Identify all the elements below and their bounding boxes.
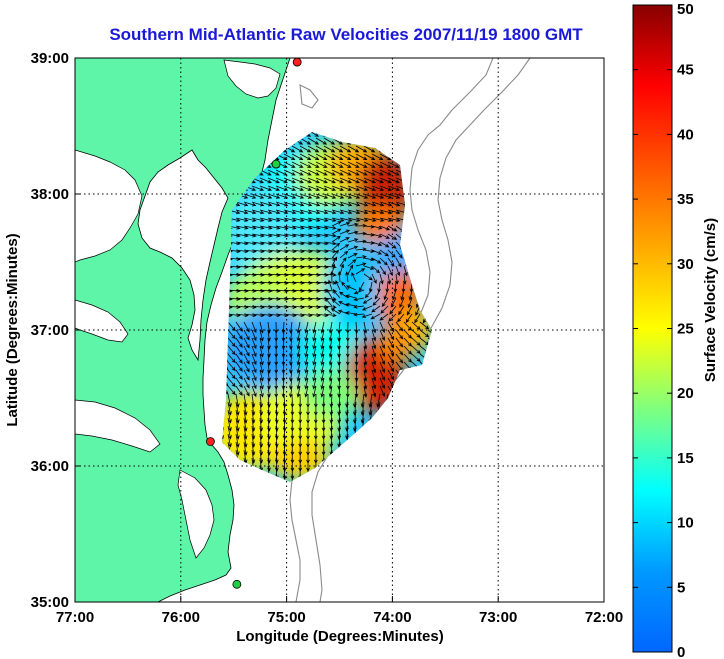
radar-stations: [206, 58, 302, 589]
colorbar-tick-label: 30: [677, 256, 694, 273]
lon-tick-label: 76:00: [162, 609, 200, 626]
colorbar-tick-label: 50: [677, 1, 694, 18]
colorbar-tick-label: 0: [677, 644, 685, 659]
station-marker: [206, 437, 215, 446]
colorbar-tick-label: 40: [677, 126, 694, 143]
longitude-tick-labels: 77:00 76:00 75:00 74:00 73:00 72:00: [56, 596, 623, 626]
lon-tick-label: 74:00: [373, 609, 411, 626]
lat-tick-label: 39:00: [31, 50, 69, 67]
colorbar-tick-label: 10: [677, 515, 694, 532]
colorbar-tick-labels: 0 5 10 15 20 25 30 35 40 45 50: [633, 1, 694, 659]
lon-tick-label: 75:00: [267, 609, 305, 626]
colorbar-tick-label: 15: [677, 450, 694, 467]
coordinate-grid: [75, 58, 604, 602]
lon-tick-label: 77:00: [56, 609, 94, 626]
station-marker: [271, 159, 281, 169]
lon-tick-label: 73:00: [479, 609, 517, 626]
colorbar-tick-label: 25: [677, 321, 694, 338]
lat-tick-label: 37:00: [31, 322, 69, 339]
x-axis-label: Longitude (Degrees:Minutes): [236, 628, 444, 645]
station-marker: [292, 58, 302, 67]
station-marker: [232, 579, 242, 589]
lat-tick-label: 35:00: [31, 594, 69, 611]
colorbar-tick-label: 35: [677, 191, 694, 208]
colorbar-tick-label: 45: [677, 62, 694, 79]
colorbar-tick-label: 20: [677, 385, 694, 402]
velocity-field: [222, 132, 432, 482]
map-plot-area: [75, 58, 604, 602]
lon-tick-label: 72:00: [585, 609, 623, 626]
map-title: Southern Mid-Atlantic Raw Velocities 200…: [109, 25, 583, 44]
colorbar-tick-label: 5: [677, 579, 685, 596]
lat-tick-label: 38:00: [31, 186, 69, 203]
latitude-tick-labels: 39:00 38:00 37:00 36:00 35:00: [31, 50, 81, 611]
colorbar-label: Surface Velocity (cm/s): [702, 218, 719, 382]
lat-tick-label: 36:00: [31, 458, 69, 475]
colorbar: [632, 4, 673, 653]
y-axis-label: Latitude (Degrees:Minutes): [4, 233, 21, 426]
